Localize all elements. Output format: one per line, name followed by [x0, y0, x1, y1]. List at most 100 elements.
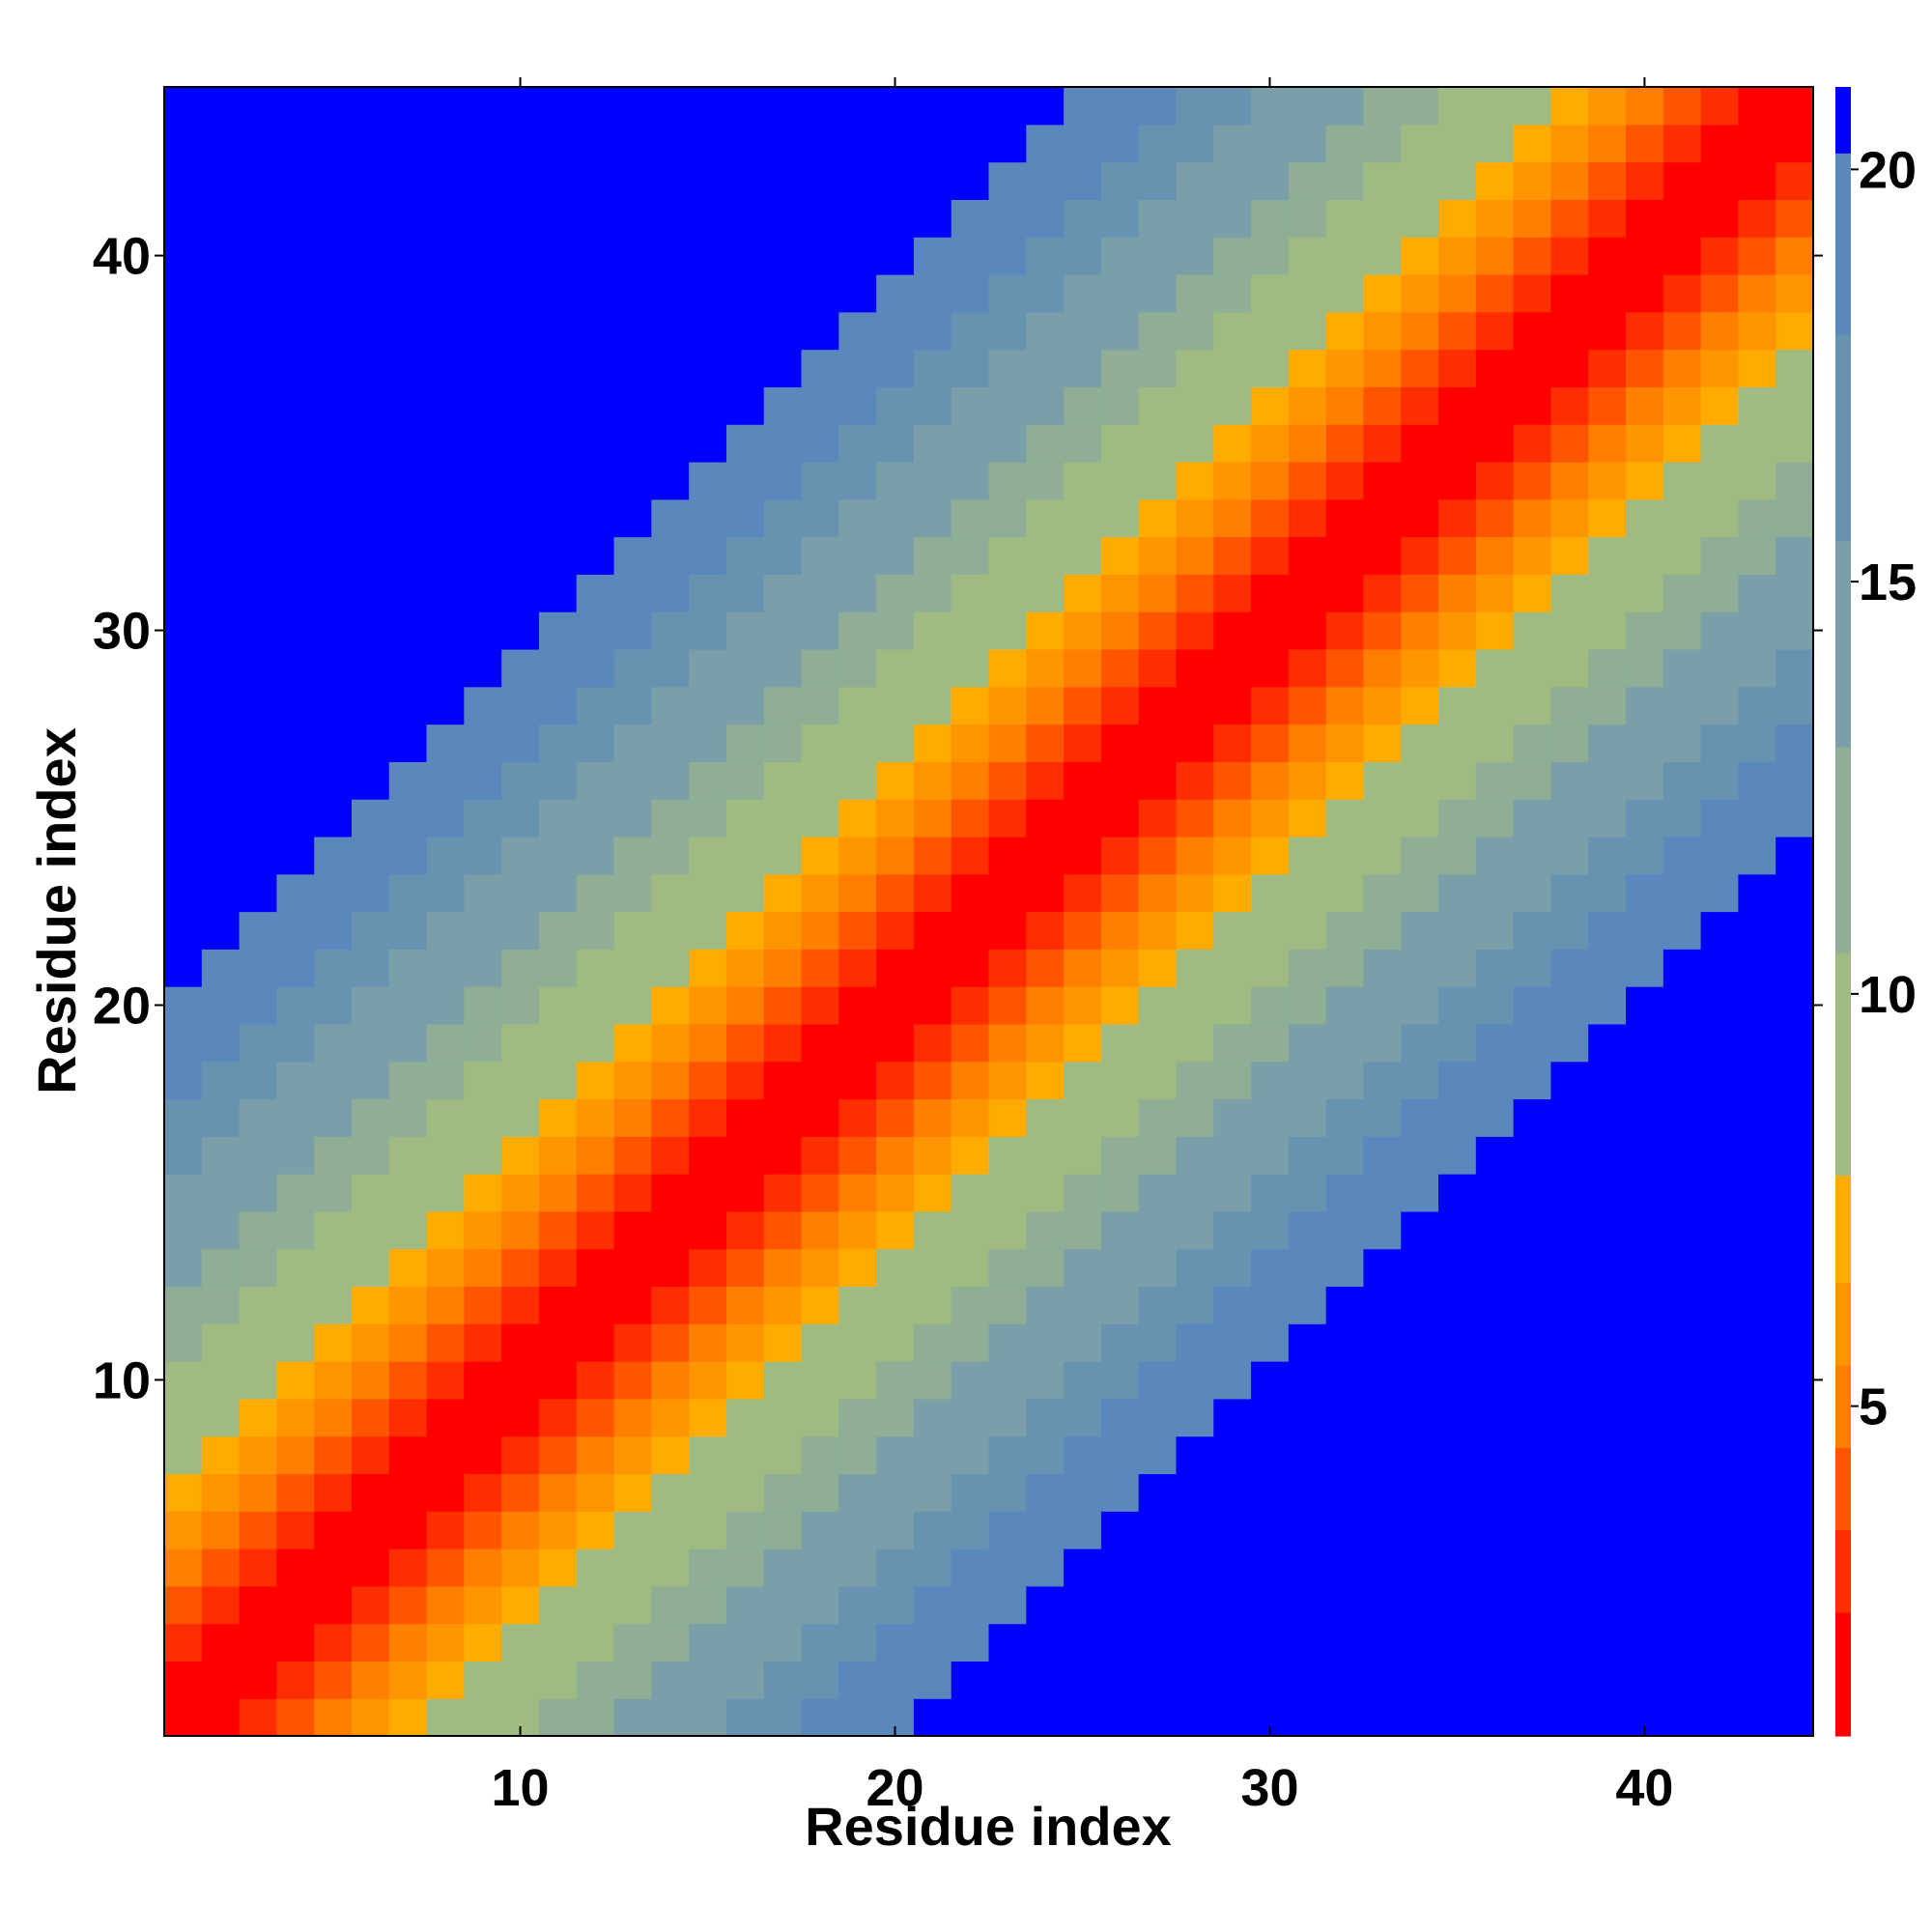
heatmap-cell	[1438, 1286, 1477, 1324]
heatmap-cell	[351, 1511, 390, 1549]
heatmap-cell	[164, 424, 203, 463]
heatmap-cell	[1626, 1511, 1664, 1549]
heatmap-cell	[1738, 1398, 1776, 1437]
heatmap-cell	[613, 873, 652, 913]
heatmap-cell	[1550, 273, 1589, 313]
heatmap-cell	[1475, 424, 1515, 463]
heatmap-cell	[1438, 424, 1477, 463]
heatmap-cell	[314, 574, 353, 612]
heatmap-cell	[1288, 1398, 1327, 1437]
heatmap-cell	[763, 1661, 803, 1699]
heatmap-cell	[351, 611, 390, 650]
heatmap-cell	[1776, 724, 1814, 762]
heatmap-cell	[201, 686, 241, 725]
heatmap-cell	[689, 87, 727, 126]
heatmap-cell	[1288, 536, 1327, 575]
heatmap-cell	[613, 724, 652, 762]
heatmap-cell	[239, 949, 277, 987]
heatmap-cell	[988, 161, 1027, 200]
heatmap-cell	[501, 1661, 540, 1699]
heatmap-cell	[1700, 498, 1740, 538]
heatmap-cell	[1363, 1698, 1402, 1737]
heatmap-cell	[314, 1548, 353, 1587]
heatmap-cell	[1700, 349, 1740, 387]
heatmap-cell	[1325, 911, 1365, 950]
heatmap-cell	[1700, 1698, 1740, 1737]
heatmap-cell	[1738, 1248, 1776, 1288]
heatmap-cell	[1475, 799, 1515, 838]
heatmap-cell	[1700, 1435, 1740, 1475]
colorbar-segment	[1835, 1611, 1851, 1737]
heatmap-cell	[1738, 836, 1776, 875]
heatmap-cell	[201, 199, 241, 238]
heatmap-cell	[1550, 1548, 1589, 1587]
heatmap-cell	[1738, 87, 1776, 126]
heatmap-cell	[1138, 648, 1178, 688]
heatmap-cell	[464, 1136, 502, 1175]
heatmap-cell	[1662, 799, 1702, 838]
heatmap-cell	[239, 461, 277, 500]
heatmap-cell	[1026, 161, 1065, 200]
heatmap-cell	[426, 574, 465, 612]
colorbar-segment	[1835, 1529, 1851, 1613]
heatmap-cell	[1588, 1136, 1627, 1175]
heatmap-cell	[1475, 273, 1515, 313]
heatmap-cell	[201, 1286, 241, 1324]
heatmap-cell	[388, 424, 428, 463]
heatmap-cell	[838, 799, 877, 838]
heatmap-cell	[1064, 1398, 1102, 1437]
heatmap-cell	[1026, 311, 1065, 351]
heatmap-cell	[1588, 498, 1627, 538]
heatmap-cell	[201, 1098, 241, 1137]
heatmap-cell	[1138, 1061, 1178, 1100]
heatmap-cell	[1738, 1623, 1776, 1662]
heatmap-cell	[201, 1585, 241, 1625]
heatmap-cell	[689, 836, 727, 875]
heatmap-cell	[951, 1661, 990, 1699]
heatmap-cell	[276, 161, 315, 200]
heatmap-cell	[1401, 836, 1439, 875]
heatmap-cell	[426, 686, 465, 725]
heatmap-cell	[838, 1061, 877, 1100]
heatmap-cell	[1513, 424, 1552, 463]
heatmap-cell	[1026, 536, 1065, 575]
heatmap-cell	[1288, 611, 1327, 650]
heatmap-cell	[1738, 273, 1776, 313]
heatmap-cell	[576, 1174, 615, 1212]
heatmap-cell	[1550, 311, 1589, 351]
heatmap-cell	[538, 1398, 578, 1437]
heatmap-cell	[988, 1061, 1027, 1100]
heatmap-cell	[351, 911, 390, 950]
heatmap-cell	[1401, 498, 1439, 538]
heatmap-cell	[1176, 1136, 1214, 1175]
heatmap-cell	[1475, 1061, 1515, 1100]
heatmap-cell	[1738, 1286, 1776, 1324]
heatmap-cell	[876, 1061, 915, 1100]
heatmap-cell	[913, 1174, 952, 1212]
heatmap-cell	[763, 1323, 803, 1362]
heatmap-cell	[1064, 1623, 1102, 1662]
heatmap-cell	[651, 799, 690, 838]
heatmap-cell	[1438, 574, 1477, 612]
heatmap-cell	[388, 461, 428, 500]
heatmap-cell	[239, 1061, 277, 1100]
heatmap-cell	[1438, 836, 1477, 875]
heatmap-cell	[988, 1286, 1027, 1324]
heatmap-cell	[1176, 1698, 1214, 1737]
heatmap-cell	[1700, 1623, 1740, 1662]
heatmap-cell	[1700, 237, 1740, 275]
heatmap-cell	[501, 273, 540, 313]
heatmap-cell	[1475, 761, 1515, 800]
heatmap-cell	[725, 386, 765, 425]
heatmap-cell	[1550, 1023, 1589, 1063]
heatmap-cell	[1064, 611, 1102, 650]
x-tick-label: 30	[1240, 1759, 1298, 1817]
heatmap-cell	[388, 1061, 428, 1100]
heatmap-cell	[164, 836, 203, 875]
heatmap-cell	[725, 1136, 765, 1175]
heatmap-cell	[501, 424, 540, 463]
heatmap-cell	[1026, 1398, 1065, 1437]
heatmap-cell	[239, 1473, 277, 1512]
heatmap-cell	[876, 1023, 915, 1063]
heatmap-cell	[1626, 1136, 1664, 1175]
